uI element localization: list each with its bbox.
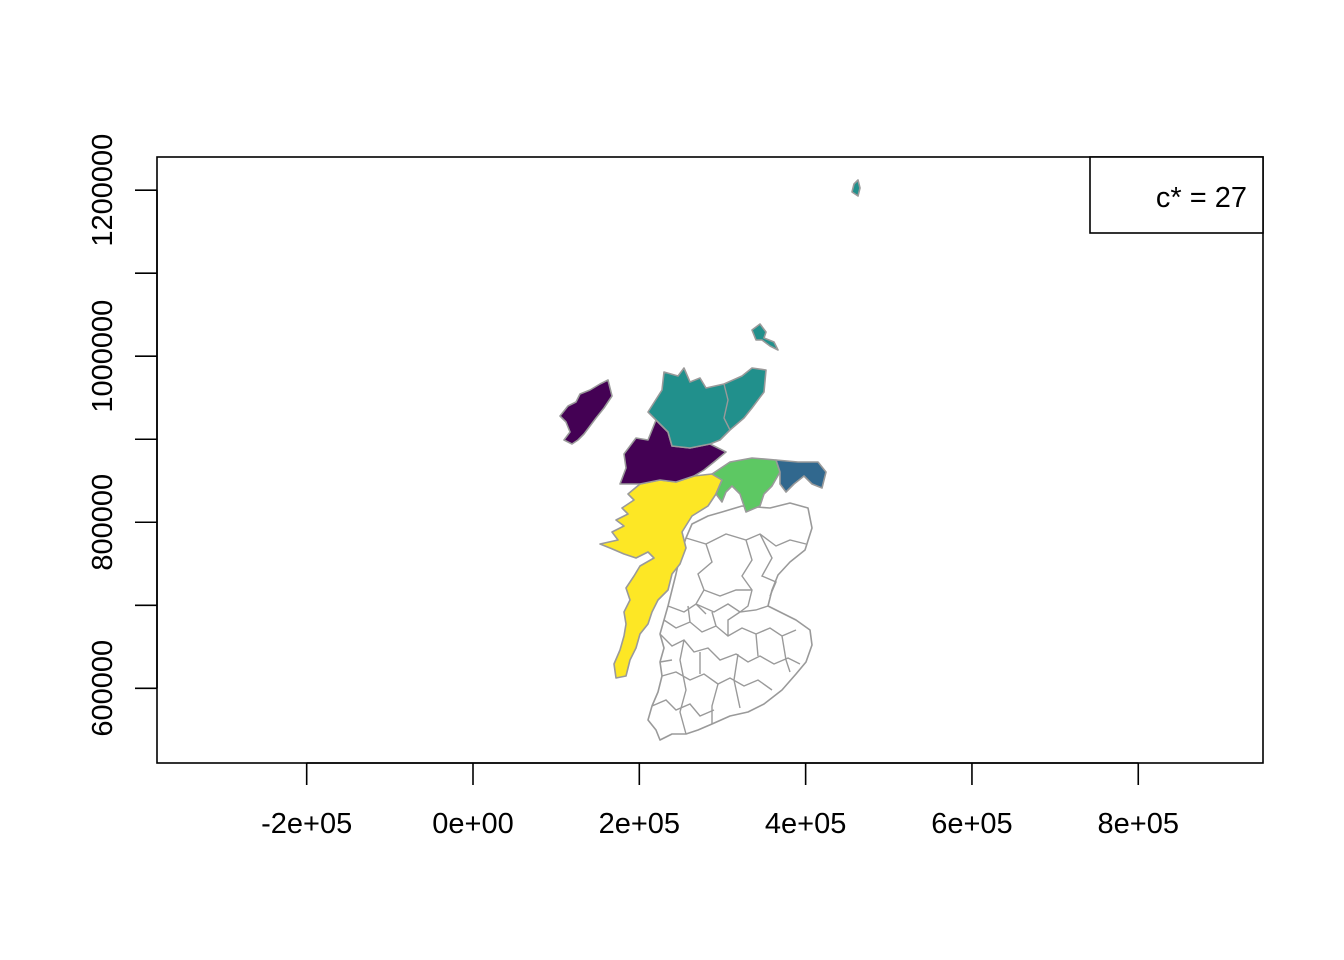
y-tick-label: 600000 xyxy=(87,640,119,737)
legend: c* = 27 xyxy=(1089,156,1264,234)
x-tick-label: 8e+05 xyxy=(1098,808,1179,840)
district-boundaries xyxy=(651,533,807,735)
teal-internal-boundary xyxy=(723,383,731,431)
region-teal-orkney xyxy=(751,323,779,351)
x-tick-label: -2e+05 xyxy=(261,808,352,840)
region-blue xyxy=(775,459,827,493)
x-tick-label: 0e+00 xyxy=(432,808,513,840)
x-axis: -2e+05 0e+00 2e+05 4e+05 6e+05 8e+05 xyxy=(261,762,1179,840)
region-green xyxy=(711,457,781,513)
scotland-map xyxy=(559,179,861,741)
legend-box xyxy=(1089,156,1264,234)
y-tick-label: 1200000 xyxy=(87,134,119,247)
region-teal xyxy=(647,367,767,449)
region-teal-shetland xyxy=(851,179,861,197)
x-tick-label: 2e+05 xyxy=(599,808,680,840)
region-purple-isles xyxy=(559,379,613,445)
x-tick-label: 4e+05 xyxy=(765,808,846,840)
legend-text: c* = 27 xyxy=(1156,182,1247,214)
y-axis: 600000 800000 1000000 1200000 xyxy=(87,134,158,737)
y-tick-label: 800000 xyxy=(87,474,119,571)
x-tick-label: 6e+05 xyxy=(931,808,1012,840)
y-tick-label: 1000000 xyxy=(87,300,119,413)
region-yellow xyxy=(599,473,723,679)
